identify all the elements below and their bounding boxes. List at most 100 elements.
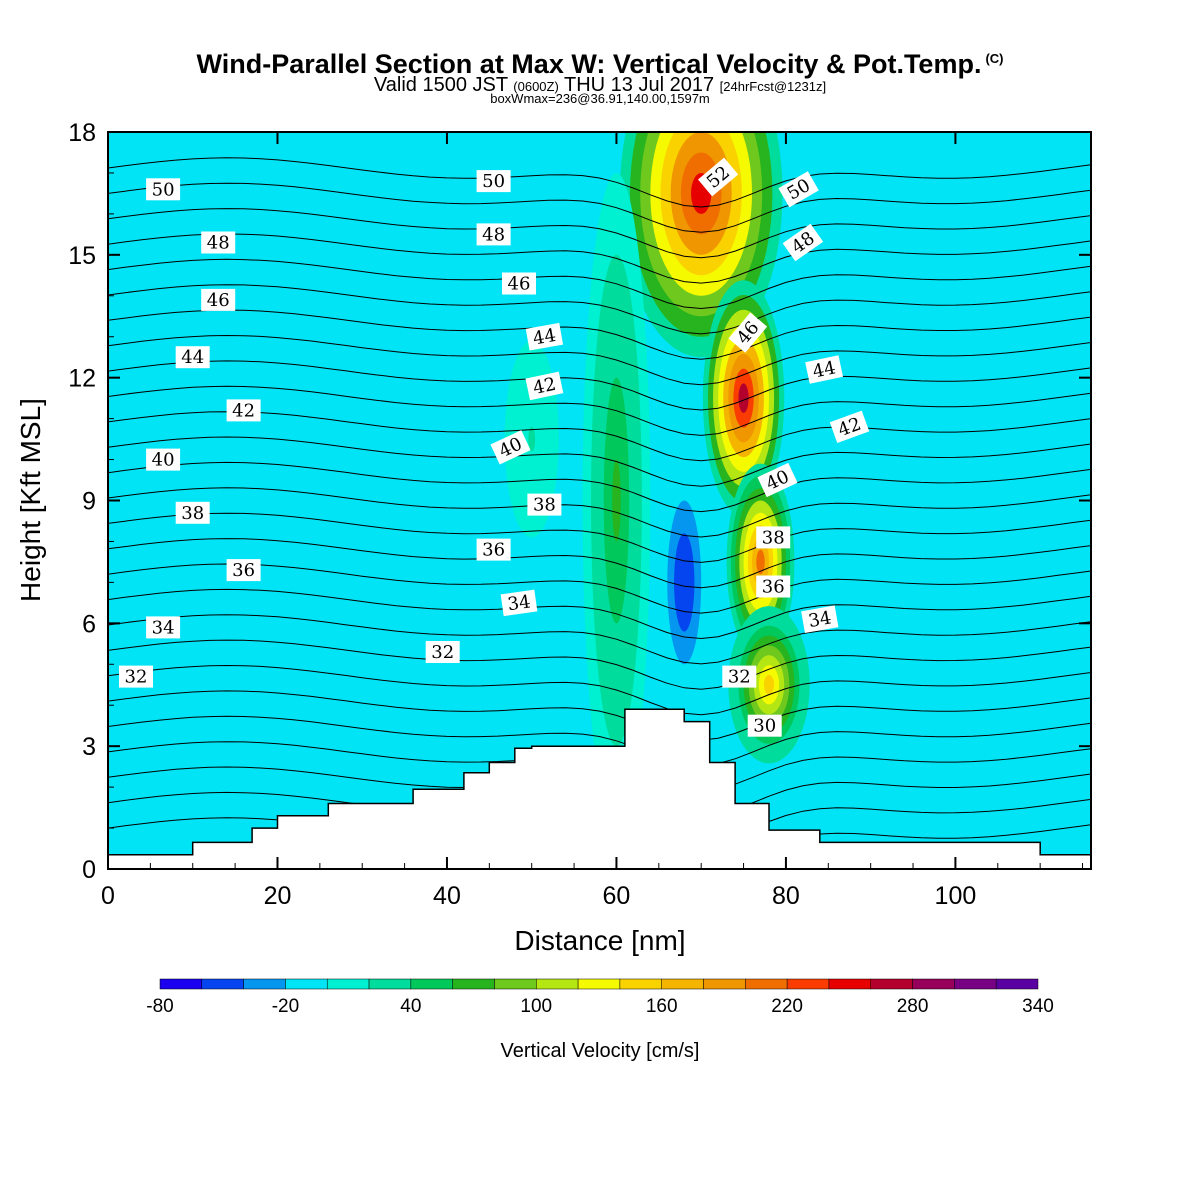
contour-label-17: 34 (500, 589, 538, 617)
contour-label-bg (525, 371, 564, 401)
colorbar-tick-label: 340 (1022, 996, 1054, 1017)
x-tick-label: 20 (264, 882, 292, 910)
subtitle-zulu: (0600Z) (513, 79, 559, 94)
colorbar-tick-label: 160 (646, 996, 678, 1017)
contour-label-bg (119, 665, 153, 688)
colorbar-tick-label: 40 (400, 996, 421, 1017)
contour-label-bg (756, 575, 791, 598)
contour-label-bg (747, 714, 782, 737)
theta-contour-49 (108, 284, 1091, 335)
theta-contour-50 (108, 258, 1091, 310)
contour-label-1: 50 (476, 170, 511, 193)
contour-label-13: 38 (527, 493, 562, 516)
contour-label-12: 38 (175, 501, 210, 524)
contour-label-text: 34 (807, 607, 833, 632)
contour-label-text: 40 (152, 450, 175, 471)
colorbar-swatch (368, 978, 412, 990)
subtitle-date: THU 13 Jul 2017 (564, 74, 715, 96)
y-tick-label: 6 (82, 610, 96, 638)
colorbar-swatch (326, 978, 370, 990)
contour-label-5: 46 (502, 272, 536, 295)
colorbar-swatch (703, 978, 746, 990)
contour-label-text: 38 (533, 495, 556, 516)
terrain-mask (107, 708, 1092, 870)
colorbar-swatch (995, 978, 1039, 990)
theta-contour-37 (108, 588, 1091, 640)
contour-label-text: 32 (431, 642, 454, 663)
colorbar-swatch (452, 978, 495, 990)
w-cell-3 (756, 549, 765, 575)
contour-label-bg (698, 157, 739, 197)
contour-label-9: 42 (525, 371, 564, 401)
y-tick-label: 12 (68, 365, 96, 393)
contour-label-text: 34 (506, 591, 532, 615)
contour-label-bg (756, 526, 791, 549)
contour-label-text: 36 (232, 560, 255, 581)
colorbar-swatch (619, 978, 662, 990)
theta-contour-42 (108, 461, 1091, 513)
colorbar-swatch (243, 978, 286, 990)
y-tick-label: 3 (82, 733, 96, 761)
contour-label-bg (722, 665, 757, 688)
w-cell-5 (680, 566, 688, 599)
contour-label-text: 34 (152, 617, 175, 638)
contour-label-18: 32 (119, 665, 153, 688)
contour-label-8: 42 (226, 399, 261, 422)
colorbar-swatch (954, 978, 997, 990)
chart-title: Wind-Parallel Section at Max W: Vertical… (0, 44, 1200, 79)
contour-label-16: 34 (146, 616, 181, 639)
contour-label-30: 32 (722, 665, 757, 688)
w-cell-2 (738, 383, 749, 413)
contour-label-bg (525, 322, 564, 351)
theta-contour-32 (108, 715, 1091, 766)
colorbar-tick-label: 280 (897, 996, 929, 1017)
colorbar-tick-label: -80 (146, 996, 173, 1017)
contour-label-bg (201, 288, 236, 311)
contour-label-bg (476, 223, 511, 246)
contour-label-10: 40 (146, 448, 181, 471)
contour-label-text: 42 (232, 400, 255, 421)
y-tick-label: 15 (68, 242, 96, 270)
w-cell-7 (528, 426, 536, 452)
colorbar-swatch (577, 978, 621, 990)
x-tick-label: 40 (433, 882, 461, 910)
contour-label-bg (226, 399, 261, 422)
contour-label-text: 48 (482, 224, 505, 245)
w-cell-6 (612, 459, 621, 542)
contour-label-bg (146, 178, 181, 201)
contour-label-bg (527, 493, 562, 516)
contour-label-31: 30 (747, 714, 782, 737)
contour-label-text: 42 (531, 374, 558, 399)
theta-contour-43 (108, 436, 1091, 487)
theta-contours (108, 157, 1091, 868)
x-tick-label: 60 (603, 882, 631, 910)
contour-label-text: 32 (125, 667, 148, 688)
contour-label-bg (728, 312, 768, 353)
subtitle-valid: Valid 1500 JST (373, 74, 508, 96)
theta-contour-35 (108, 639, 1091, 690)
theta-contour-44 (108, 411, 1091, 462)
contour-label-bg (829, 410, 870, 443)
theta-contour-53 (108, 182, 1091, 233)
contour-label-bg (782, 223, 824, 262)
contour-label-bg (476, 170, 511, 193)
colorbar-swatch (786, 978, 830, 990)
contour-label-bg (175, 501, 210, 524)
contour-label-0: 50 (146, 178, 181, 201)
contour-label-text: 32 (728, 667, 751, 688)
contour-label-bg (500, 589, 538, 617)
contour-label-text: 50 (482, 171, 505, 192)
x-tick-label: 0 (101, 882, 115, 910)
theta-contour-46 (108, 360, 1091, 411)
theta-contour-52 (108, 208, 1091, 259)
title-main: Wind-Parallel Section at Max W: Vertical… (196, 49, 982, 79)
contour-label-19: 32 (425, 641, 460, 663)
contour-label-bg (425, 641, 460, 663)
x-tick-label: 80 (772, 882, 800, 910)
contour-label-bg (476, 538, 511, 561)
theta-contour-51 (108, 233, 1091, 284)
colorbar-swatch (159, 978, 203, 990)
contour-label-15: 36 (476, 538, 511, 561)
